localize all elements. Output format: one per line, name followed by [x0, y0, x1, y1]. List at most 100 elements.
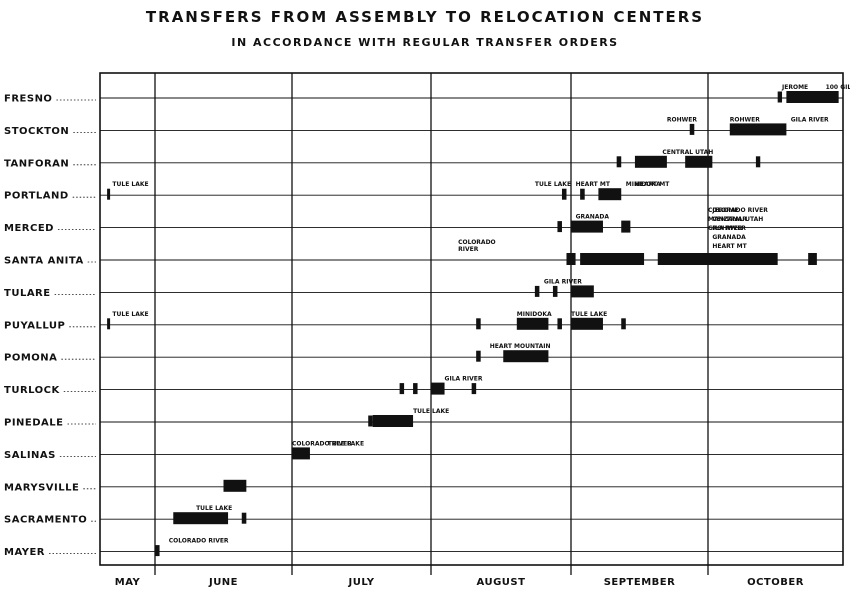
transfer-bar [561, 188, 567, 200]
annotation-label: CENTRAL UTAH [712, 216, 763, 223]
month-label: JUNE [208, 577, 238, 588]
transfer-bar [557, 318, 562, 330]
transfer-bar [598, 188, 622, 201]
transfer-bar [580, 253, 645, 265]
annotation-label: MANZANAR [708, 216, 747, 223]
annotation-label: TULE LAKE [112, 311, 148, 318]
row-label: SACRAMENTO [4, 515, 87, 526]
transfer-bar [621, 220, 631, 233]
transfer-bar [685, 155, 713, 168]
annotation-label: ROHWER [667, 116, 697, 123]
row-label: MAYER [4, 547, 45, 558]
annotation-label: HEART MT [576, 181, 611, 188]
transfer-bar [173, 512, 229, 525]
annotation-label: TULE LAKE [196, 505, 232, 512]
transfer-bar [755, 156, 761, 168]
annotation-label: HEART MOUNTAIN [490, 343, 551, 350]
transfer-bar [516, 317, 549, 330]
transfer-bar [634, 155, 667, 168]
annotation-label: HEART MT [712, 243, 747, 250]
transfer-bar [786, 91, 839, 103]
row-labels: FRESNO STOCKTON TANFORAN PORTLAND MERCED SANT… [4, 94, 96, 558]
transfer-bar [155, 545, 160, 557]
row-label: PORTLAND [4, 191, 69, 202]
annotation-label: RIVER [458, 246, 479, 253]
chart-title: TRANSFERS FROM ASSEMBLY TO RELOCATION CE… [145, 8, 705, 26]
transfer-bar [413, 383, 418, 395]
month-label: MAY [115, 577, 141, 588]
annotation-label: GRANADA [712, 234, 746, 241]
transfer-bar [729, 123, 787, 136]
transfer-bar [372, 415, 414, 427]
transfer-bar [571, 317, 603, 330]
transfer-bar [107, 318, 111, 330]
row-label: STOCKTON [4, 126, 69, 137]
annotation-label: TULE LAKE [112, 181, 148, 188]
annotation-label: COLORADO RIVER [169, 538, 229, 545]
transfer-bar [571, 220, 603, 233]
annotation-label: GILA RIVER [445, 376, 483, 383]
annotation-label: COLORADO [458, 239, 496, 246]
annotation-label: TULE LAKE [328, 440, 364, 447]
annotation-label: TULE LAKE [571, 311, 607, 318]
month-label: SEPTEMBER [604, 577, 676, 588]
row-label: TANFORAN [4, 158, 69, 169]
row-label: MARYSVILLE [4, 482, 79, 493]
annotation-label: TULE LAKE [535, 181, 571, 188]
month-label: AUGUST [477, 577, 526, 588]
annotation-label: JEROME [781, 84, 808, 91]
transfer-bar [368, 415, 373, 427]
plot-frame [99, 72, 844, 566]
transfer-bar [476, 350, 481, 362]
transfer-bar [566, 253, 576, 265]
transfer-bar [292, 447, 310, 460]
transfer-bar [689, 123, 695, 135]
annotation-label: MINIDOKA [626, 181, 661, 188]
annotation-label: COLORADO RIVER [292, 440, 352, 447]
row-label: PINEDALE [4, 418, 64, 429]
annotation-label: GILA RIVER [544, 278, 582, 285]
annotation-label: GILA RIVER [708, 225, 746, 232]
transfer-bar [657, 253, 778, 265]
transfer-bar [107, 188, 111, 200]
month-labels: MAY JUNE JULY AUGUST SEPTEMBER OCTOBER [115, 577, 804, 588]
transfer-bar [534, 285, 540, 297]
annotation-label: ROHWER [730, 116, 760, 123]
row-label: POMONA [4, 353, 57, 364]
row-label: TULARE [4, 288, 51, 299]
annotation-label: ROHWER [712, 225, 742, 232]
month-label: JULY [348, 577, 375, 588]
row-label: PUYALLUP [4, 320, 65, 331]
annotation-label: GILA RIVER [791, 116, 829, 123]
row-label: SANTA ANITA [4, 256, 84, 267]
transfer-bar [223, 479, 247, 492]
row-label: TURLOCK [4, 385, 60, 396]
transfer-bar [476, 318, 481, 330]
annotation-label: COLORADO RIVER [708, 207, 768, 214]
month-label: OCTOBER [747, 577, 804, 588]
transfer-bar [571, 285, 594, 298]
annotation-label: 100 GILA RIVER [826, 84, 850, 91]
transfer-bar [431, 382, 445, 395]
transfer-bar [808, 253, 817, 265]
transfer-bar [621, 318, 626, 330]
transfer-bar [241, 512, 247, 524]
transfer-bars [107, 91, 839, 557]
chart-subtitle: IN ACCORDANCE WITH REGULAR TRANSFER ORDE… [231, 36, 619, 49]
row-label: SALINAS [4, 450, 56, 461]
transfer-bar [552, 285, 558, 297]
annotation-label: TULE LAKE [413, 408, 449, 415]
transfer-bar [616, 156, 622, 168]
annotation-label: HEART MT [635, 181, 670, 188]
transfer-bar [557, 221, 562, 233]
transfer-bar [580, 188, 585, 200]
transfer-bar [399, 383, 405, 395]
transfer-bar [777, 91, 783, 103]
annotation-label: CENTRAL UTAH [662, 149, 713, 156]
annotation-label: GRANADA [576, 214, 610, 221]
transfer-bar [503, 350, 549, 363]
annotation-label: MINIDOKA [517, 311, 552, 318]
row-label: FRESNO [4, 94, 52, 105]
row-label: MERCED [4, 223, 54, 234]
